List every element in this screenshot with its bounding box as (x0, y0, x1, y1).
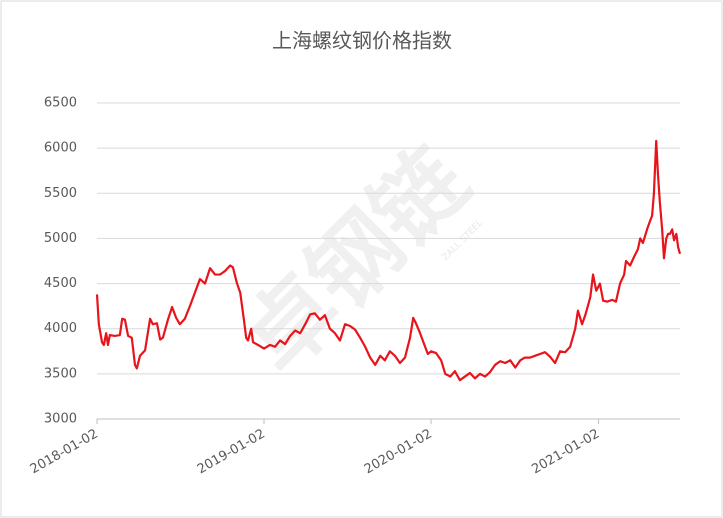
y-tick-label: 5500 (44, 186, 77, 201)
y-tick-label: 3500 (44, 366, 77, 381)
y-tick-label: 4500 (44, 276, 77, 291)
chart-title: 上海螺纹钢价格指数 (272, 29, 452, 53)
y-tick-label: 5000 (44, 231, 77, 246)
y-tick-label: 3000 (44, 412, 77, 427)
y-tick-label: 6500 (44, 96, 77, 111)
price-line (95, 139, 682, 382)
y-tick-label: 6000 (44, 141, 77, 156)
y-tick-label: 4000 (44, 321, 77, 336)
